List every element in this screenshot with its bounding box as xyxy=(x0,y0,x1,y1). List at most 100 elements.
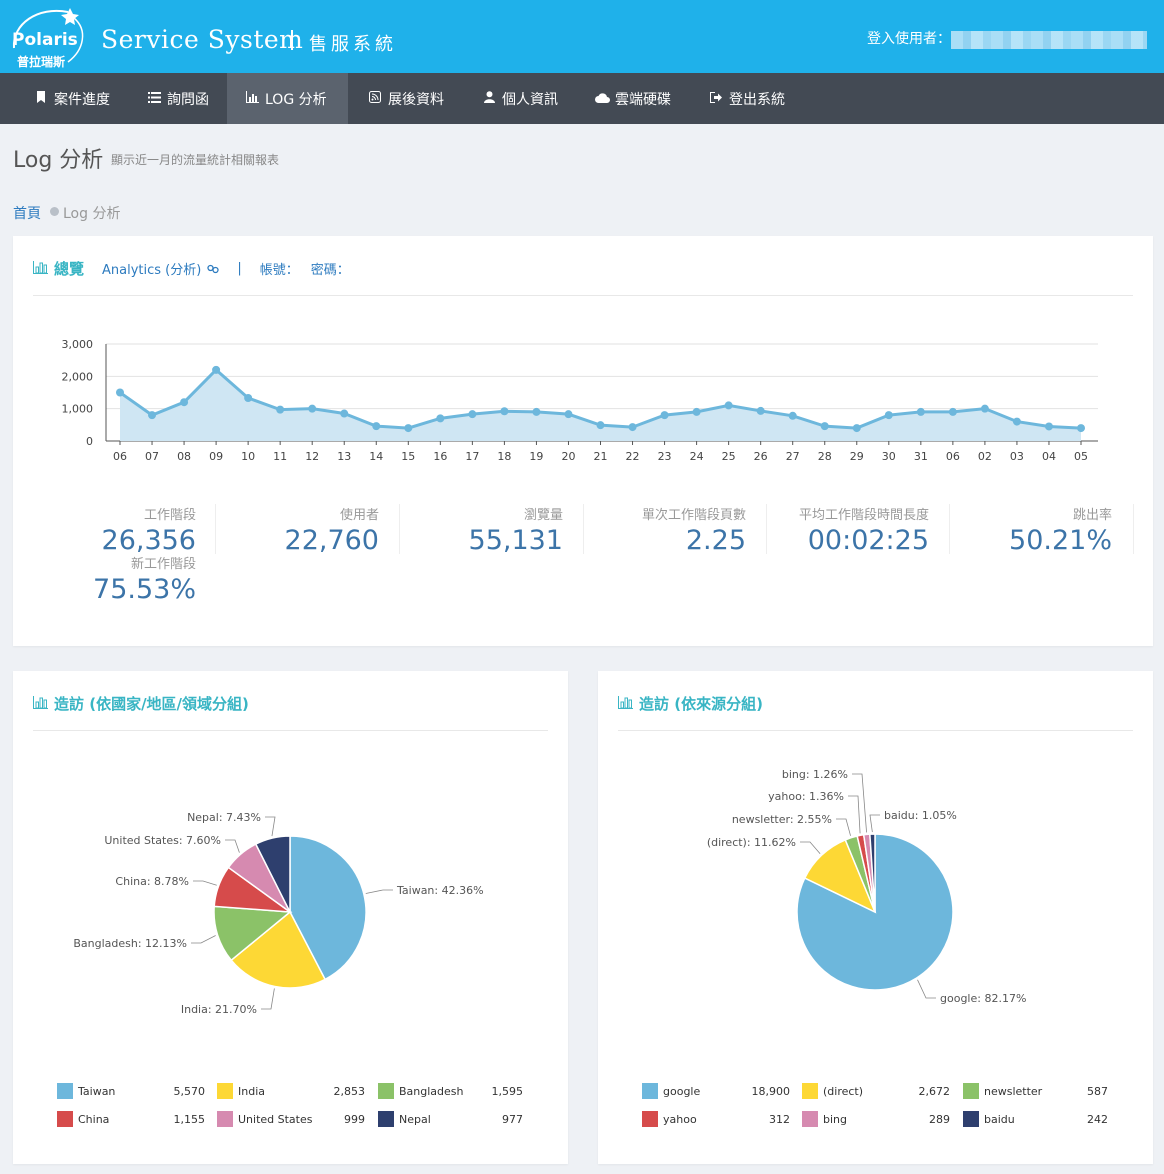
pie-slice[interactable] xyxy=(869,833,876,913)
breadcrumb-current: Log 分析 xyxy=(63,206,121,222)
legend-value: 5,570 xyxy=(173,1084,206,1098)
stat-value: 22,760 xyxy=(284,525,379,556)
data-point[interactable] xyxy=(276,405,285,414)
analytics-link[interactable]: Analytics (分析) xyxy=(102,263,202,278)
overview-divider xyxy=(33,295,1133,296)
x-tick-label: 25 xyxy=(722,450,736,463)
data-point[interactable] xyxy=(1044,422,1053,431)
nav-item-personal-info[interactable]: 個人資訊 xyxy=(464,73,576,124)
stat-value: 2.25 xyxy=(685,525,746,556)
overview-header: 總覽 Analytics (分析) | 帳號： 密碼： xyxy=(33,258,350,279)
legend-item[interactable]: newsletter 587 xyxy=(963,1083,1108,1099)
x-tick-label: 09 xyxy=(209,450,223,463)
pie-slice[interactable] xyxy=(796,833,954,991)
data-point[interactable] xyxy=(116,388,124,397)
data-point[interactable] xyxy=(1012,417,1021,426)
data-point[interactable] xyxy=(596,421,605,430)
data-point[interactable] xyxy=(660,411,669,420)
data-point[interactable] xyxy=(884,411,893,420)
data-point[interactable] xyxy=(756,406,765,415)
source-visits-panel: 造訪 (依來源分組) google: 82.17% (direct): 11.62… xyxy=(598,671,1153,1164)
legend-item[interactable]: google 18,900 xyxy=(642,1083,790,1099)
data-point[interactable] xyxy=(564,410,573,419)
data-point[interactable] xyxy=(468,410,477,419)
stat-label: 平均工作階段時間長度 xyxy=(798,508,929,523)
data-point[interactable] xyxy=(628,423,637,432)
link-icon[interactable] xyxy=(207,259,219,278)
legend-item[interactable]: baidu 242 xyxy=(963,1111,1108,1127)
x-tick-label: 29 xyxy=(850,450,864,463)
data-point[interactable] xyxy=(436,414,445,423)
stat-divider xyxy=(949,504,950,554)
label-leader-line xyxy=(852,773,867,833)
data-point[interactable] xyxy=(788,411,797,420)
nav-item-cloud-drive[interactable]: 雲端硬碟 xyxy=(577,73,689,124)
nav-item-case-progress[interactable]: 案件進度 xyxy=(16,73,128,124)
data-point[interactable] xyxy=(372,422,381,431)
legend-item[interactable]: yahoo 312 xyxy=(642,1111,790,1127)
stat-label: 工作階段 xyxy=(143,508,196,523)
data-point[interactable] xyxy=(852,424,861,433)
legend-item[interactable]: United States 999 xyxy=(217,1111,365,1127)
legend-name: baidu xyxy=(984,1112,1015,1126)
stat-divider xyxy=(583,504,584,554)
polaris-logo[interactable]: Polaris 普拉瑞斯 xyxy=(8,4,90,69)
label-leader-line xyxy=(869,814,880,833)
data-point[interactable] xyxy=(532,407,541,416)
data-point[interactable] xyxy=(404,424,413,433)
login-user-label: 登入使用者： xyxy=(867,31,951,47)
data-point[interactable] xyxy=(212,365,221,374)
legend-item[interactable]: Nepal 977 xyxy=(378,1111,523,1127)
stat-sessions: 工作階段 26,356 xyxy=(83,504,196,556)
data-point[interactable] xyxy=(980,404,989,413)
pie-slice[interactable] xyxy=(230,910,327,989)
legend-name: Bangladesh xyxy=(399,1084,464,1098)
nav-item-post-show-data[interactable]: 展後資料 xyxy=(350,73,462,124)
data-point[interactable] xyxy=(180,398,189,407)
system-title: Service System xyxy=(101,25,304,54)
pie-slice[interactable] xyxy=(254,835,291,913)
source-panel-header: 造訪 (依來源分組) xyxy=(618,693,763,714)
bar-chart-icon xyxy=(33,259,48,278)
data-point[interactable] xyxy=(340,409,349,418)
legend-item[interactable]: India 2,853 xyxy=(217,1083,365,1099)
stat-label: 使用者 xyxy=(339,508,379,523)
nav-item-inquiry[interactable]: 詢問函 xyxy=(129,73,227,124)
slice-label: Nepal: 7.43% xyxy=(187,811,261,824)
legend-item[interactable]: Bangladesh 1,595 xyxy=(378,1083,523,1099)
nav-item-log-analysis[interactable]: LOG 分析 xyxy=(227,73,348,124)
stat-divider xyxy=(399,504,400,554)
legend-swatch xyxy=(963,1083,979,1099)
label-leader-line xyxy=(261,988,275,1010)
data-point[interactable] xyxy=(692,407,701,416)
x-tick-label: 14 xyxy=(369,450,383,463)
data-point[interactable] xyxy=(916,407,925,416)
x-tick-label: 24 xyxy=(690,450,704,463)
label-leader-line xyxy=(193,880,217,886)
data-point[interactable] xyxy=(948,407,957,416)
data-point[interactable] xyxy=(500,407,509,416)
bar-chart-icon xyxy=(618,694,633,713)
x-tick-label: 06 xyxy=(113,450,127,463)
data-point[interactable] xyxy=(1077,424,1085,433)
data-point[interactable] xyxy=(820,422,829,431)
legend-swatch xyxy=(642,1111,658,1127)
data-point[interactable] xyxy=(244,393,253,402)
pie-slice[interactable] xyxy=(289,835,367,981)
legend-item[interactable]: China 1,155 xyxy=(57,1111,205,1127)
legend-item[interactable]: Taiwan 5,570 xyxy=(57,1083,205,1099)
legend-name: bing xyxy=(823,1112,847,1126)
data-point[interactable] xyxy=(724,401,733,410)
x-tick-label: 26 xyxy=(754,450,768,463)
main-nav: 案件進度 詢問函 LOG 分析 展後資料 個人資訊 雲端硬碟 登出系統 xyxy=(0,73,1164,124)
label-leader-line xyxy=(848,795,861,834)
breadcrumb-home[interactable]: 首頁 xyxy=(13,206,41,222)
legend-swatch xyxy=(802,1083,818,1099)
nav-item-logout[interactable]: 登出系統 xyxy=(691,73,803,124)
data-point[interactable] xyxy=(308,404,317,413)
country-pie-chart: Taiwan: 42.36% India: 21.70% Bangladesh: 1… xyxy=(73,811,483,1016)
legend-item[interactable]: (direct) 2,672 xyxy=(802,1083,950,1099)
legend-item[interactable]: bing 289 xyxy=(802,1111,950,1127)
stat-bounce-rate: 跳出率 50.21% xyxy=(973,504,1112,556)
data-point[interactable] xyxy=(148,411,157,420)
